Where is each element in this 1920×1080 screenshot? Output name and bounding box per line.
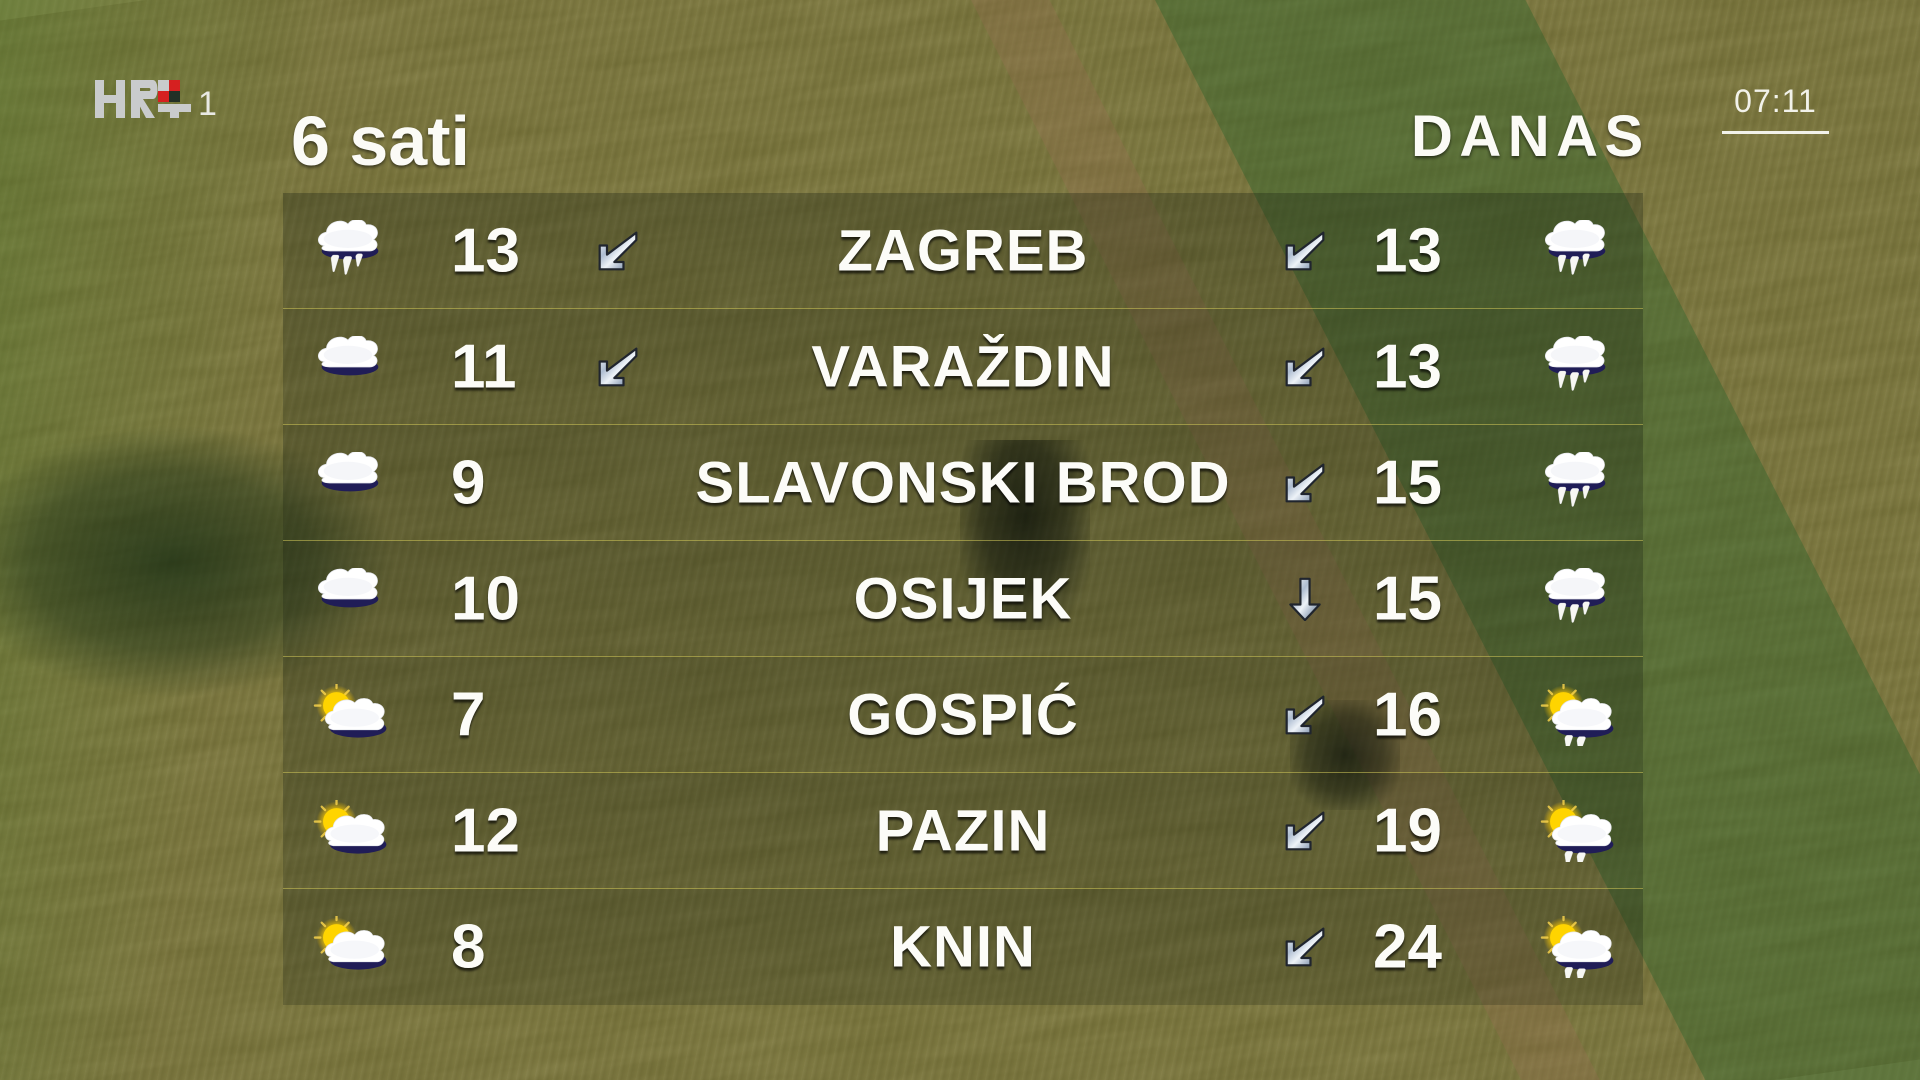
svg-text:1: 1 (198, 85, 217, 123)
